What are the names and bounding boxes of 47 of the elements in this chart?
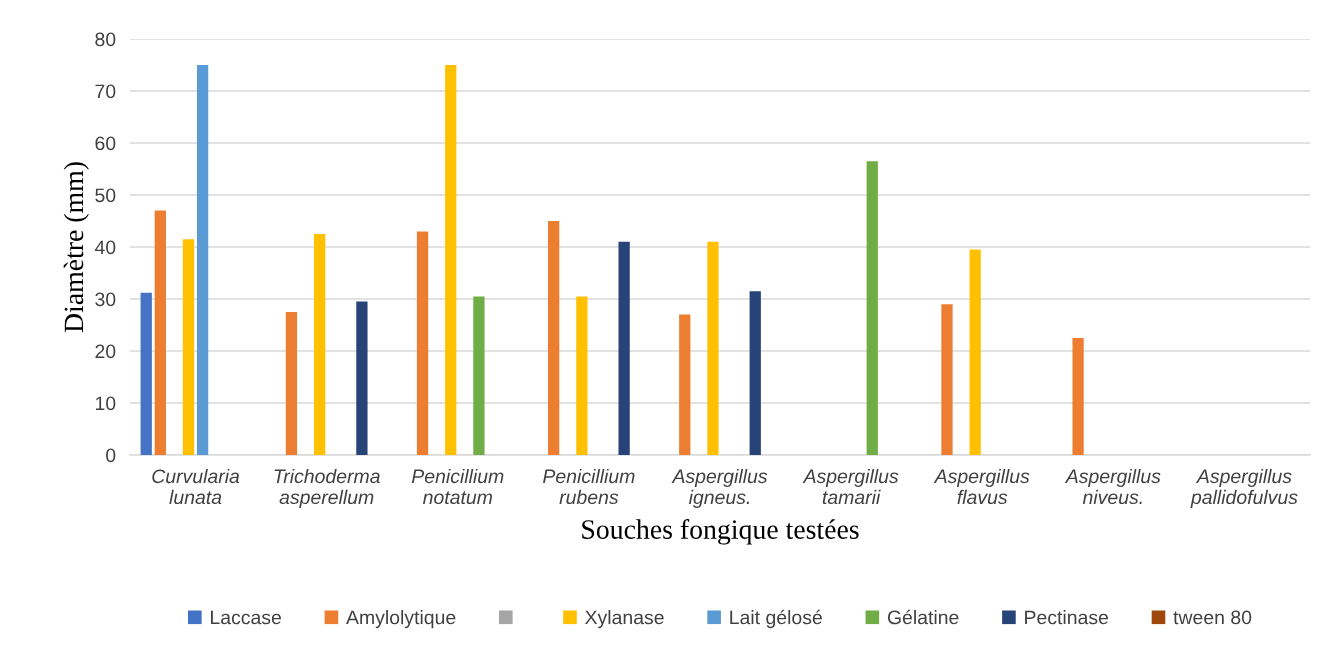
bar <box>679 314 691 455</box>
y-tick-label: 0 <box>106 448 116 463</box>
bar <box>576 296 588 455</box>
bar <box>154 210 166 455</box>
y-tick-label: 80 <box>95 32 116 47</box>
bar <box>1072 338 1084 455</box>
bar <box>969 249 981 455</box>
y-axis-title: Diamètre (mm) <box>63 162 89 333</box>
x-tick-label: Trichoderma asperellum <box>274 468 380 508</box>
x-tick-label: Aspergillus pallidofulvus <box>1190 468 1298 508</box>
legend-label: Lait gélosé <box>730 609 822 629</box>
x-tick-label: Aspergillus niveus. <box>1064 468 1161 505</box>
bar <box>356 301 368 455</box>
bar <box>941 304 953 455</box>
bar <box>866 161 878 455</box>
bar <box>285 312 298 455</box>
x-axis-title: Souches fongique testées <box>582 519 859 545</box>
legend-label: Gélatine <box>887 609 959 625</box>
bar <box>416 231 429 455</box>
y-tick-label: 40 <box>94 240 116 255</box>
x-tick-label: Aspergillus igneus. <box>671 468 768 508</box>
x-tick-label: Penicillium rubens <box>543 468 635 505</box>
x-tick-label: Curvularia lunata <box>152 468 240 505</box>
y-tick-label: 60 <box>95 136 116 151</box>
x-tick-label: Aspergillus flavus <box>933 468 1030 505</box>
y-tick-label: 20 <box>95 344 116 359</box>
y-tick-label: 50 <box>95 188 116 203</box>
legend-label: Laccase <box>211 610 281 625</box>
legend-label: Amylolytique <box>346 610 456 629</box>
bar <box>707 241 719 455</box>
legend-label: Xylanase <box>585 610 664 629</box>
legend-label: Pectinase <box>1025 610 1109 625</box>
legend-label: tween 80 <box>1173 610 1252 625</box>
bar <box>196 65 209 455</box>
y-tick-label: 70 <box>95 84 116 99</box>
bar <box>618 241 630 455</box>
bar <box>445 65 457 455</box>
bar <box>140 292 152 455</box>
y-tick-label: 10 <box>95 396 116 411</box>
x-tick-label: Penicillium notatum <box>411 468 504 505</box>
y-tick-label: 30 <box>95 292 116 307</box>
bar <box>749 291 761 455</box>
x-tick-label: Aspergillus tamarii <box>802 468 899 505</box>
bar <box>313 234 326 455</box>
bar <box>182 239 195 455</box>
bar <box>473 296 485 455</box>
bar <box>548 221 560 455</box>
